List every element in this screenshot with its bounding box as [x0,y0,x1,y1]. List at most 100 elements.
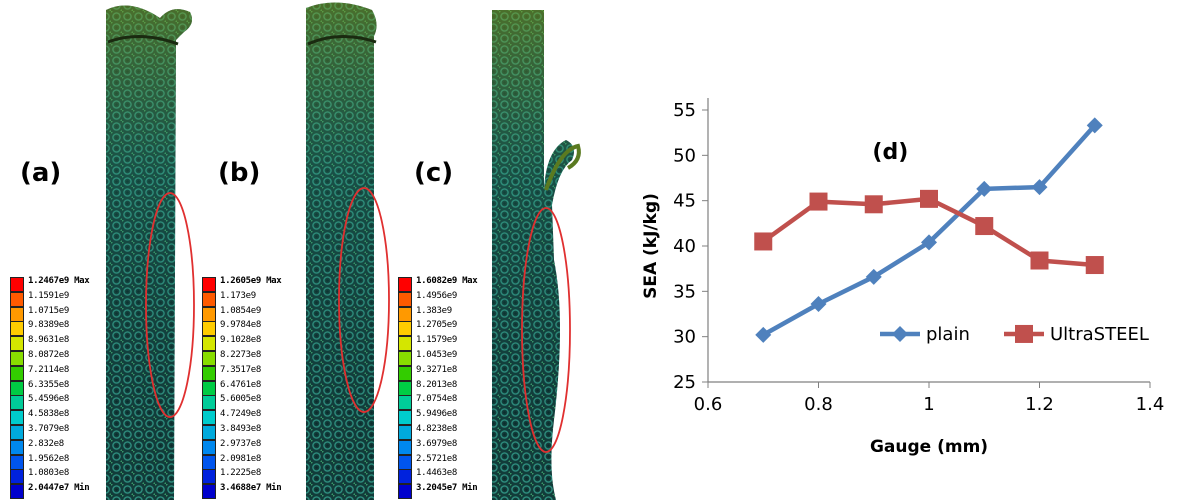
legend-swatch [202,439,216,455]
legend-swatch [398,306,412,322]
legend-swatch [202,336,216,352]
legend-swatch [10,351,24,366]
legend-value: 2.832e8 [28,438,64,449]
legend-row: 9.9784e8 [202,320,312,337]
legend-value: 4.8238e8 [416,424,457,434]
legend-value: 9.9784e8 [220,320,261,331]
legend-row: 5.4596e8 [10,394,120,411]
legend-swatch [398,380,412,396]
legend-value: 7.2114e8 [28,364,69,375]
legend-value: 1.173e9 [220,290,256,301]
legend-swatch [10,439,24,455]
legend-value: 6.3355e8 [28,379,69,390]
specimen-image-c [492,10,581,500]
legend-swatch [10,321,24,337]
y-tick-label: 50 [673,145,696,166]
x-tick-label: 1 [923,394,934,415]
data-point-plain [810,296,827,313]
legend-value: 8.9631e8 [28,335,69,346]
data-point-plain [976,180,993,197]
stress-legend-b: 1.2605e9 Max 1.173e9 1.0854e9 9.9784e8 9.102… [202,276,312,500]
legend-value: 1.2605e9 Max [220,276,282,286]
stress-legend-a: 1.2467e9 Max 1.1591e9 1.0715e9 9.8389e8 8.96… [10,276,120,500]
legend-row: 8.9631e8 [10,335,120,352]
legend-swatch [202,291,216,307]
legend-swatch [10,306,24,322]
legend-value: 4.5838e8 [28,409,69,420]
legend-label: plain [926,324,970,345]
legend-row: 2.5721e8 [398,454,508,470]
legend-row: 8.2013e8 [398,380,508,396]
legend-value: 1.2705e9 [416,320,457,331]
legend-swatch [398,336,412,352]
legend-value: 8.0872e8 [28,350,69,360]
y-tick-label: 25 [673,372,696,393]
legend-row: 8.2273e8 [202,350,312,366]
legend-value: 1.1579e9 [416,335,457,346]
legend-row: 1.173e9 [202,290,312,307]
legend-value: 5.4596e8 [28,394,69,405]
legend-swatch [202,306,216,322]
legend-value: 9.8389e8 [28,320,69,331]
legend-row: 7.2114e8 [10,364,120,381]
chart-axes: 25 30 35 40 45 50 55 0.6 0.8 1 1.2 1.4 [673,98,1164,415]
legend-swatch [10,380,24,396]
legend-marker [1015,324,1033,343]
stress-legend-c: 1.6082e9 Max 1.4956e9 1.383e9 1.2705e9 1.157… [398,276,508,500]
legend-swatch [398,351,412,366]
legend-value: 3.2045e7 Min [416,483,478,494]
legend-row: 1.0453e9 [398,350,508,366]
legend-row: 1.0803e8 [10,468,120,485]
legend-value: 1.1591e9 [28,290,69,301]
legend-swatch [202,351,216,366]
legend-swatch [202,321,216,337]
legend-row: 6.3355e8 [10,379,120,396]
data-point-ultrasteel [754,232,773,251]
legend-swatch [398,410,412,426]
legend-row: 4.5838e8 [10,409,120,426]
legend-row: 1.0715e9 [10,305,120,322]
legend-row: 1.4956e9 [398,291,508,307]
legend-swatch [10,395,24,411]
legend-value: 3.8493e8 [220,424,261,434]
legend-swatch [10,484,24,500]
specimen-image-a [106,5,195,500]
legend-value: 9.3271e8 [416,364,457,375]
legend-value: 1.2225e8 [220,468,261,479]
legend-row: 8.0872e8 [10,350,120,366]
legend-swatch [202,469,216,485]
legend-swatch [202,395,216,411]
specimen-image-b [306,2,390,500]
chart-annotation: (d) [872,140,908,165]
chart-series [754,117,1104,343]
data-point-ultrasteel [975,217,994,236]
legend-value: 7.3517e8 [220,364,261,375]
legend-value: 2.0981e8 [220,453,261,464]
legend-swatch [398,395,412,411]
x-tick-label: 1.4 [1136,394,1165,415]
legend-value: 1.0715e9 [28,305,69,316]
y-axis-title: SEA (kJ/kg) [641,193,661,299]
y-tick-label: 30 [673,327,696,348]
panel-label-b: (b) [218,158,261,188]
legend-swatch [398,365,412,381]
data-point-ultrasteel [1030,251,1049,270]
legend-row: 1.383e9 [398,306,508,322]
legend-value: 5.9496e8 [416,409,457,420]
legend-value: 1.0803e8 [28,468,69,479]
y-tick-label: 35 [673,281,696,302]
legend-row: 3.2045e7 Min [398,483,508,500]
legend-swatch [202,484,216,500]
legend-value: 1.6082e9 Max [416,276,478,286]
legend-label: UltraSTEEL [1050,324,1149,345]
legend-value: 2.0447e7 Min [28,483,90,494]
legend-value: 3.7079e8 [28,424,69,434]
legend-row: 1.9562e8 [10,454,120,470]
legend-swatch [10,410,24,426]
legend-swatch [398,439,412,455]
legend-value: 1.2467e9 Max [28,276,90,286]
legend-swatch [398,425,412,440]
legend-swatch [10,336,24,352]
legend-swatch [202,380,216,396]
legend-row: 2.832e8 [10,438,120,455]
